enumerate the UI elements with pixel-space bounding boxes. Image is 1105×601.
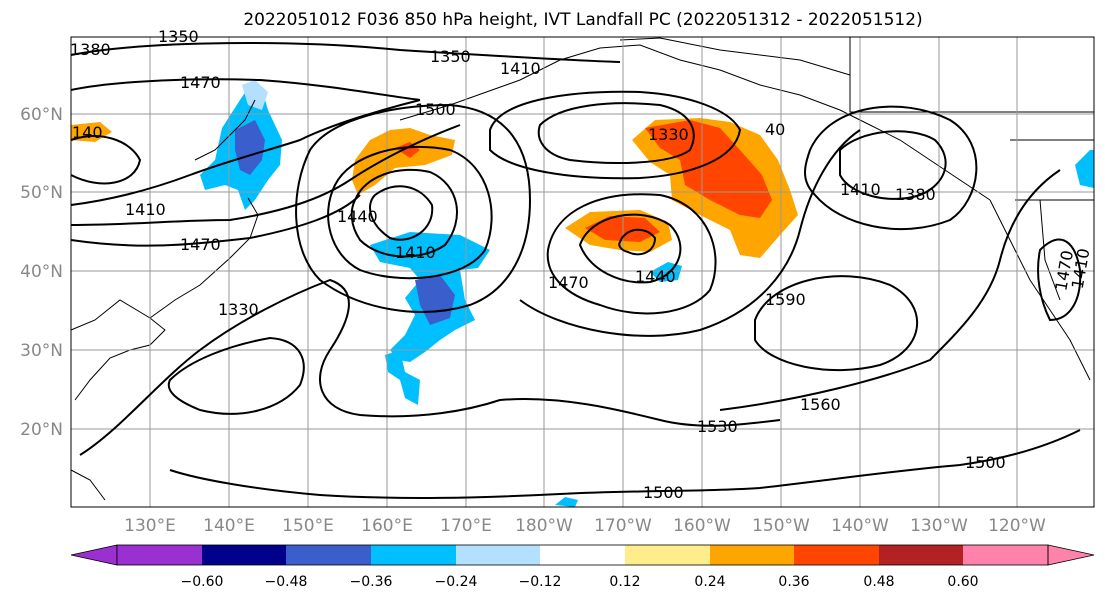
colorbar-tick: −0.48 xyxy=(265,574,308,590)
lon-label: 130°W xyxy=(910,516,968,536)
contour-label: 1410 xyxy=(840,180,881,199)
contour-label: 1560 xyxy=(800,395,841,414)
colorbar-bin xyxy=(456,545,540,565)
contour-label: 1500 xyxy=(643,483,684,502)
colorbar-tick: 0.12 xyxy=(609,574,640,590)
lon-label: 160°E xyxy=(361,516,413,536)
ivt-negative-kamchatka-light xyxy=(242,80,268,110)
colorbar-tick: −0.60 xyxy=(181,574,224,590)
contour-label: 1500 xyxy=(965,453,1006,472)
colorbar-bin xyxy=(963,545,1048,565)
lat-label: 50°N xyxy=(20,183,63,203)
lat-label: 40°N xyxy=(20,262,63,282)
colorbar-bin xyxy=(794,545,879,565)
graticule xyxy=(71,37,1094,507)
lon-label: 130°E xyxy=(124,516,176,536)
colorbar-tick: −0.24 xyxy=(435,574,478,590)
contour-label: 1330 xyxy=(648,125,689,144)
colorbar-max-extension xyxy=(1047,544,1095,566)
colorbar-tick: −0.36 xyxy=(350,574,393,590)
lat-label: 60°N xyxy=(20,105,63,125)
colorbar-bin xyxy=(625,545,710,565)
lat-label: 30°N xyxy=(20,341,63,361)
colorbar-tick: 0.24 xyxy=(694,574,725,590)
contour-label: 1410 xyxy=(125,200,166,219)
contour-label: 1330 xyxy=(218,300,259,319)
contour-label: 1350 xyxy=(430,47,471,66)
figure-title: 2022051012 F036 850 hPa height, IVT Land… xyxy=(243,10,922,30)
height-contours xyxy=(70,42,1082,499)
lon-label: 140°E xyxy=(203,516,255,536)
lon-label: 180°W xyxy=(515,516,573,536)
lon-label: 160°W xyxy=(673,516,731,536)
contour-label: 1470 xyxy=(548,273,589,292)
lon-label: 150°W xyxy=(752,516,810,536)
colorbar: −0.60 −0.48 −0.36 −0.24 −0.12 0.12 0.24 … xyxy=(70,544,1095,590)
contour-label: 1380 xyxy=(895,185,936,204)
contour-labels: 1380 1350 1350 1410 1470 1500 140 1410 1… xyxy=(70,27,1093,502)
lon-label: 150°E xyxy=(282,516,334,536)
colorbar-bin xyxy=(710,545,794,565)
colorbar-bin xyxy=(286,545,371,565)
colorbar-min-extension xyxy=(70,544,118,566)
map-panel: 1380 1350 1350 1410 1470 1500 140 1410 1… xyxy=(70,27,1095,508)
colorbar-tick: 0.36 xyxy=(778,574,809,590)
ivt-negative-central-light xyxy=(385,350,420,405)
colorbar-bin xyxy=(879,545,963,565)
colorbar-tick: 0.48 xyxy=(863,574,894,590)
colorbar-bin xyxy=(117,545,202,565)
ivt-shading xyxy=(71,80,1094,507)
ivt-negative-kamchatka-core xyxy=(235,120,265,175)
ivt-negative-east xyxy=(1075,150,1094,188)
colorbar-bin xyxy=(202,545,286,565)
contour-label: 1410 xyxy=(500,59,541,78)
lon-label: 120°W xyxy=(988,516,1046,536)
ivt-negative-small-2 xyxy=(555,497,578,507)
latitude-labels: 60°N 50°N 40°N 30°N 20°N xyxy=(20,105,63,440)
colorbar-bin xyxy=(371,545,456,565)
lat-label: 20°N xyxy=(20,420,63,440)
contour-label: 1500 xyxy=(415,100,456,119)
lon-label: 140°W xyxy=(831,516,889,536)
contour-label: 1530 xyxy=(697,417,738,436)
contour-label: 1440 xyxy=(635,267,676,286)
colorbar-tick: −0.12 xyxy=(519,574,562,590)
contour-label: 1380 xyxy=(70,40,111,59)
contour-label: 140 xyxy=(72,123,103,142)
lon-label: 170°E xyxy=(440,516,492,536)
contour-label: 40 xyxy=(765,120,785,139)
ivt-positive-gulf-alaska-core xyxy=(645,120,772,218)
contour-label: 1590 xyxy=(765,290,806,309)
coastlines xyxy=(70,37,1094,501)
contour-label: 1440 xyxy=(337,207,378,226)
contour-label: 1470 xyxy=(180,73,221,92)
longitude-labels: 130°E 140°E 150°E 160°E 170°E 180°W 170°… xyxy=(124,516,1046,536)
ivt-positive-aleutian-west xyxy=(352,128,455,195)
colorbar-tick: 0.60 xyxy=(947,574,978,590)
contour-label: 1410 xyxy=(395,243,436,262)
colorbar-bin xyxy=(540,545,625,565)
contour-label: 1470 xyxy=(180,235,221,254)
lon-label: 170°W xyxy=(594,516,652,536)
